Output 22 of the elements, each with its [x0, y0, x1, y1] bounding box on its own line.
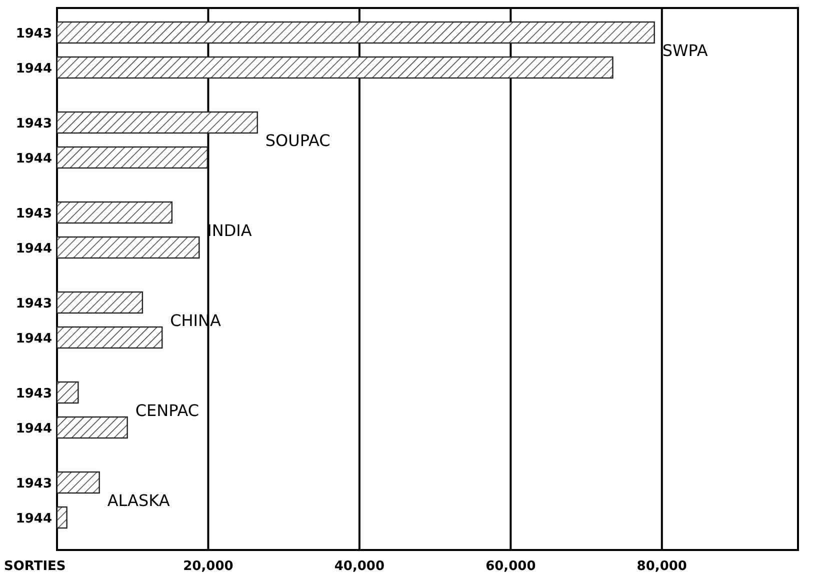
annotation: INDIA: [207, 221, 252, 240]
y-tick-label: 1943: [16, 386, 52, 402]
y-tick-label: 1944: [16, 332, 52, 346]
x-tick-label: 60,000: [486, 559, 536, 574]
y-tick-label: 1943: [16, 476, 52, 492]
annotation: SWPA: [662, 41, 708, 60]
annotation: ALASKA: [107, 491, 170, 510]
annotation: SOUPAC: [265, 131, 330, 150]
x-axis-title: SORTIES: [4, 559, 66, 574]
x-tick-label: 80,000: [636, 559, 687, 574]
x-tick-label: 40,000: [334, 559, 385, 574]
y-tick-label: 1944: [16, 512, 52, 526]
y-tick-label: 1944: [16, 422, 52, 436]
y-tick-label: 1943: [16, 26, 52, 42]
y-tick-label: 1944: [16, 242, 52, 256]
x-tick-label: 20,000: [183, 559, 234, 574]
y-tick-label: 1944: [16, 152, 52, 166]
annotation: CENPAC: [135, 401, 200, 420]
y-tick-label: 1943: [16, 296, 52, 312]
y-tick-label: 1944: [16, 62, 52, 76]
y-tick-label: 1943: [16, 206, 52, 222]
y-tick-label: 1943: [16, 116, 52, 132]
